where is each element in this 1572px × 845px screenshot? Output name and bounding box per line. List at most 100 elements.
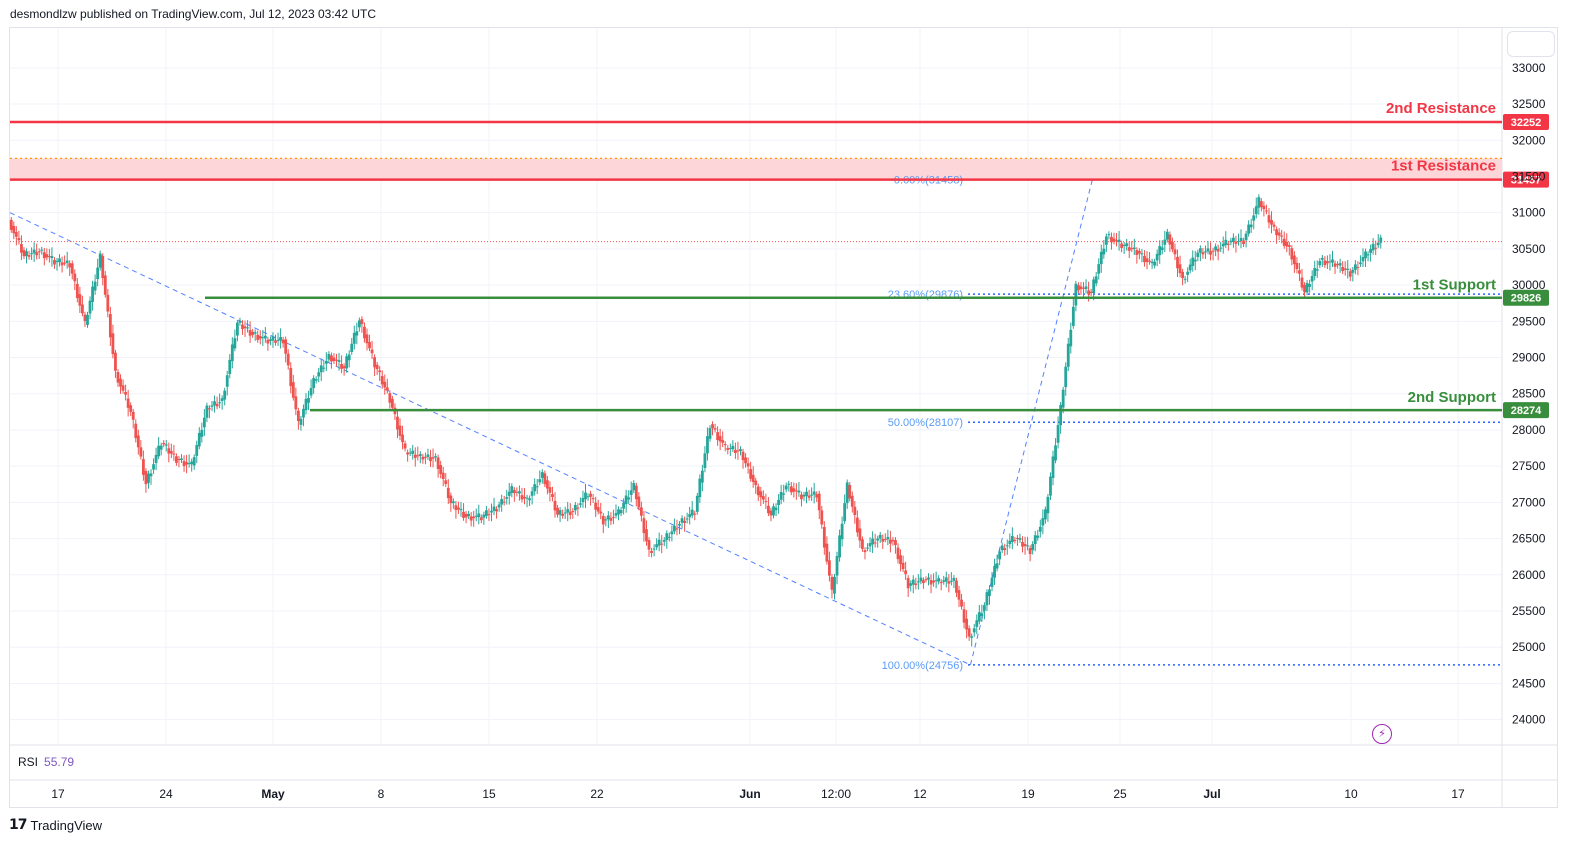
candle-body <box>1221 243 1225 247</box>
candle-body <box>495 509 498 512</box>
candle-body <box>157 445 161 457</box>
candle-body <box>794 490 798 492</box>
x-tick-label: 8 <box>378 787 385 801</box>
candle-body <box>1333 263 1337 267</box>
candle-body <box>894 540 897 546</box>
candle-body <box>599 511 603 514</box>
candle-body <box>322 367 326 369</box>
candle-body <box>1092 279 1096 294</box>
candle-body <box>424 456 427 458</box>
candle-body <box>1186 271 1190 275</box>
candle-body <box>380 376 384 385</box>
candle-body <box>601 516 605 525</box>
y-tick-label: 24500 <box>1512 676 1546 690</box>
candle-body <box>312 378 316 389</box>
candle-body <box>619 509 623 514</box>
candle-body <box>993 565 996 578</box>
candle-body <box>563 512 567 514</box>
candle-body <box>520 495 524 500</box>
candle-body <box>1023 544 1027 547</box>
candle-body <box>1214 246 1218 251</box>
candle-body <box>828 560 831 576</box>
candle-body <box>1305 283 1309 293</box>
candle-body <box>426 454 430 457</box>
candle-body <box>479 517 483 521</box>
candle-body <box>512 490 516 494</box>
candle-body <box>871 538 875 545</box>
candle-body <box>797 490 801 493</box>
candle-body <box>55 260 59 262</box>
candle-body <box>91 286 94 303</box>
candle-body <box>1069 329 1073 347</box>
candle-body <box>1234 241 1238 244</box>
candle-body <box>213 401 216 406</box>
candle-body <box>967 628 971 637</box>
candle-body <box>1252 215 1256 221</box>
chart-settings-box[interactable] <box>1507 31 1555 57</box>
candle-body <box>932 580 935 583</box>
candle-body <box>1117 239 1121 242</box>
candle-body <box>789 486 793 493</box>
candle-body <box>215 403 219 407</box>
candle-body <box>304 398 308 411</box>
candle-body <box>1331 259 1334 263</box>
candle-body <box>848 484 852 499</box>
candle-body <box>916 581 920 583</box>
candle-body <box>1282 238 1286 246</box>
candle-body <box>952 577 956 581</box>
candle-body <box>47 256 51 258</box>
candle-body <box>119 378 122 387</box>
rsi-indicator-label[interactable]: RSI 55.79 <box>18 755 74 769</box>
candle-body <box>111 333 115 355</box>
candle-body <box>1244 233 1248 241</box>
candle-body <box>1242 240 1245 245</box>
candle-body <box>708 428 712 439</box>
candle-body <box>688 514 692 518</box>
candle-body <box>469 516 473 521</box>
candle-body <box>911 579 915 585</box>
candle-body <box>754 480 758 486</box>
candle-body <box>30 253 33 255</box>
candle-body <box>1318 261 1322 266</box>
candle-body <box>296 410 300 421</box>
candle-body <box>1188 264 1192 271</box>
candle-body <box>800 494 803 500</box>
fib-level-label: 100.00%(24756) <box>882 660 963 672</box>
y-tick-label: 24000 <box>1512 713 1546 727</box>
candle-body <box>942 580 946 582</box>
candle-body <box>1079 286 1083 290</box>
tradingview-logo[interactable]: 17 TradingView <box>9 817 102 833</box>
candle-body <box>96 267 100 280</box>
candle-body <box>78 294 82 306</box>
candle-body <box>1328 261 1332 263</box>
candle-body <box>746 463 750 467</box>
candle-body <box>726 448 730 450</box>
candle-body <box>205 405 209 418</box>
candle-body <box>721 440 725 443</box>
candle-body <box>1341 267 1345 272</box>
candle-body <box>662 540 666 542</box>
candle-body <box>845 482 849 504</box>
candle-body <box>1366 254 1370 256</box>
candle-body <box>576 507 580 509</box>
price-badge-text: 32252 <box>1511 117 1542 129</box>
x-tick-label: 19 <box>1021 787 1035 801</box>
candle-body <box>584 492 587 500</box>
candle-body <box>515 491 519 493</box>
candle-body <box>1150 261 1154 264</box>
candle-body <box>1168 234 1172 245</box>
candle-body <box>1028 548 1032 555</box>
candle-body <box>1211 250 1215 252</box>
candle-body <box>116 372 120 383</box>
candle-body <box>454 505 458 511</box>
lightning-icon[interactable]: ⚡ <box>1372 724 1392 744</box>
candle-body <box>136 435 140 448</box>
candle-body <box>1374 247 1378 249</box>
candle-body <box>1272 224 1276 227</box>
candle-body <box>505 497 509 499</box>
candle-body <box>518 491 521 494</box>
candle-body <box>131 411 135 420</box>
candle-body <box>612 516 615 518</box>
candle-body <box>164 444 168 446</box>
